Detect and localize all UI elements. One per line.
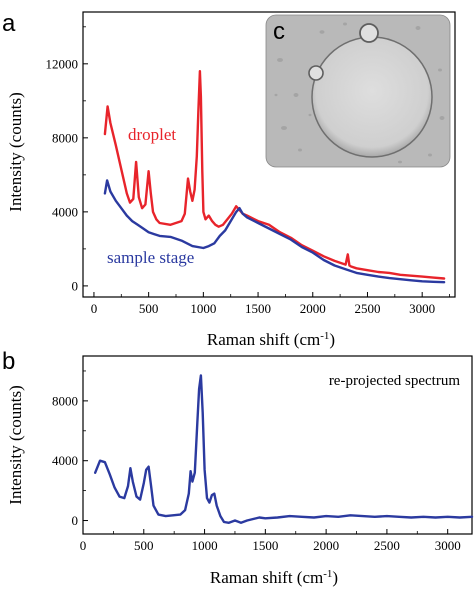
panel-a-x-tick-label: 2500 [354,301,380,316]
panel-b-plot-frame [82,355,473,535]
panel-b-x-tick-label: 1000 [192,538,218,553]
panel-b: b 0 500 1000 1500 2000 2500 3000 0 4000 8000 re-… [2,348,474,587]
panel-a-y-ticks: 0 4000 8000 12000 [46,26,88,293]
panel-b-y-axis-title: Intensity (counts) [6,385,25,504]
panel-a-x-tick-label: 1500 [245,301,271,316]
panel-b-x-tick-label: 0 [80,538,87,553]
panel-b-y-tick-label: 8000 [52,393,78,408]
panel-a-x-tick-label: 500 [139,301,159,316]
panel-a-x-ticks: 0 500 1000 1500 2000 2500 3000 [91,292,450,316]
panel-a-letter: a [2,10,16,37]
panel-a-x-tick-label: 1000 [190,301,216,316]
panel-a-plot-frame [82,11,456,298]
panel-a-x-tick-label: 3000 [409,301,435,316]
sample-stage-annotation: sample stage [107,248,194,267]
inset-c-letter: c [273,18,285,45]
panel-a-x-tick-label: 2000 [300,301,326,316]
reprojected-annotation: re-projected spectrum [329,373,461,389]
panel-b-x-tick-label: 2000 [313,538,339,553]
panel-a-y-tick-label: 12000 [46,56,79,71]
inset-small-droplet-left [308,65,324,81]
panel-b-x-tick-label: 3000 [435,538,461,553]
panel-a-series-layer [103,70,446,284]
panel-b-series-0-line [94,374,474,524]
inset-border [265,14,451,168]
panel-b-series-layer [94,374,474,524]
panel-a-series-droplet-line [103,70,446,280]
panel-b-x-ticks: 0 500 1000 1500 2000 2500 3000 [80,529,461,553]
panel-a-x-tick-label: 0 [91,301,98,316]
panel-a: a [2,10,456,349]
droplet-annotation: droplet [128,125,176,144]
panel-a-series-sample-stage-line [103,179,446,284]
panel-b-letter: b [2,348,15,375]
panel-a-y-tick-label: 0 [72,278,79,293]
inset-small-droplet-top [359,23,379,43]
panel-b-y-tick-label: 4000 [52,453,78,468]
inset-speckles [274,22,445,164]
panel-b-x-tick-label: 1500 [252,538,278,553]
inset-c: c [265,14,451,168]
panel-a-y-tick-label: 4000 [52,204,78,219]
inset-droplet [311,36,433,158]
panel-b-y-ticks: 0 4000 8000 [52,370,88,528]
panel-b-x-axis-title: Raman shift (cm-1) [210,568,338,587]
panel-b-x-tick-label: 2500 [374,538,400,553]
panel-a-y-tick-label: 8000 [52,130,78,145]
panel-a-y-axis-title: Intensity (counts) [6,92,25,211]
panel-b-y-tick-label: 0 [72,513,79,528]
panel-b-x-tick-label: 500 [134,538,154,553]
panel-a-x-axis-title: Raman shift (cm-1) [207,330,335,349]
